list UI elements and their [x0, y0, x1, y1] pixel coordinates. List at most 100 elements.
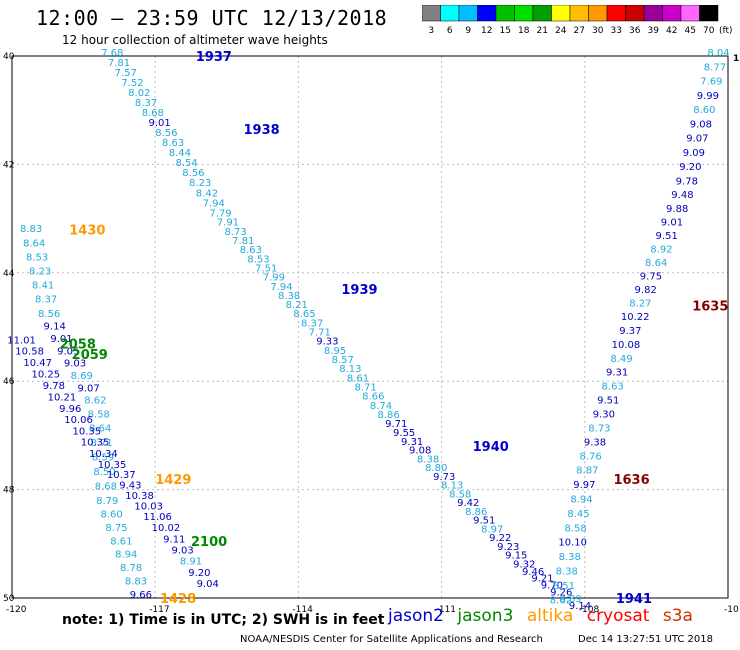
swh-value: 9.01	[148, 118, 170, 129]
page-subtitle: 12 hour collection of altimeter wave hei…	[62, 33, 328, 47]
swh-value: 8.61	[110, 536, 132, 547]
swh-value: 8.44	[169, 148, 191, 159]
swh-value: 9.22	[489, 533, 511, 544]
legend-swatch	[606, 5, 626, 22]
swh-value: 8.38	[559, 552, 581, 563]
swh-value: 10.38	[125, 491, 154, 502]
swh-value: 9.48	[671, 190, 693, 201]
swh-value: 8.13	[441, 481, 463, 492]
legend-swatch	[532, 5, 552, 22]
swh-value: 10.35	[73, 426, 102, 437]
swh-value: 10.22	[621, 312, 650, 323]
swh-value: 7.79	[209, 208, 231, 219]
swh-value: 8.59	[92, 453, 114, 464]
swh-value: 9.55	[393, 428, 415, 439]
swh-value: 8.45	[567, 509, 589, 520]
swh-value: 10.02	[152, 523, 181, 534]
y-tick-label: 44	[3, 269, 15, 279]
swh-value: 8.61	[347, 373, 369, 384]
swh-value: 9.21	[531, 574, 553, 585]
swh-value: 8.53	[247, 254, 269, 265]
swh-value: 9.05	[57, 346, 79, 357]
swh-value: 8.56	[155, 128, 177, 139]
swh-value: 8.37	[301, 318, 323, 329]
swh-value: 9.08	[409, 446, 431, 457]
swh-value: 8.64	[645, 258, 667, 269]
swh-value: 10.03	[134, 501, 163, 512]
swh-value: 9.07	[686, 134, 708, 145]
swh-value: 8.37	[35, 295, 57, 306]
legend-label: 15	[500, 26, 511, 36]
x-tick-label: -120	[6, 605, 27, 615]
footer-note: note: 1) Time is in UTC; 2) SWH is in fe…	[62, 612, 385, 628]
swh-value: 9.31	[401, 437, 423, 448]
swh-value: 7.71	[309, 328, 331, 339]
sat-altika-label: altika	[526, 606, 574, 626]
swh-value: 8.38	[417, 454, 439, 465]
legend-label: 21	[537, 26, 548, 36]
swh-value: 9.99	[697, 91, 719, 102]
swh-value: 8.58	[88, 409, 110, 420]
axis-labels: -120 -117 -114 -111 -108 -10 40 42 44 46 48 50 1	[3, 52, 739, 615]
swh-value: 10.58	[15, 347, 44, 358]
swh-value: 8.95	[324, 346, 346, 357]
swh-value: 8.02	[128, 88, 150, 99]
swh-value: 8.60	[693, 105, 715, 116]
swh-value: 8.66	[362, 392, 384, 403]
swh-value: 8.80	[425, 463, 447, 474]
swh-value: 8.91	[180, 557, 202, 568]
legend-swatch	[699, 5, 719, 22]
pass-label: 1635	[692, 299, 728, 314]
legend-label: 70	[703, 26, 715, 36]
legend-label: 42	[666, 26, 677, 36]
legend-swatch	[458, 5, 478, 22]
swh-value: 9.51	[656, 231, 678, 242]
legend-swatch	[514, 5, 534, 22]
swh-value: 10.35	[98, 460, 127, 471]
y-tick-label: 50	[3, 594, 15, 604]
legend-label: 6	[447, 26, 453, 36]
legend-swatch	[680, 5, 700, 22]
pass-label: 1939	[341, 283, 377, 298]
swh-value: 9.11	[163, 534, 185, 545]
swh-value: 8.60	[101, 509, 123, 520]
satellite-tracks: 19377.687.817.577.528.028.378.689.018.56…	[7, 48, 729, 612]
swh-value: 8.69	[71, 371, 93, 382]
swh-value: 8.23	[189, 178, 211, 189]
swh-value: 8.62	[84, 396, 106, 407]
pass-label: 1941	[616, 592, 652, 607]
swh-value: 8.04	[707, 48, 729, 59]
swh-value: 8.68	[142, 108, 164, 119]
swh-value: 8.64	[23, 238, 45, 249]
legend-label: 39	[648, 26, 660, 36]
y-tick-label: 46	[3, 377, 15, 387]
legend-swatch	[422, 5, 441, 22]
pass-label: 1636	[613, 473, 649, 488]
swh-value: 9.32	[513, 559, 535, 570]
pass-label: 1429	[155, 473, 191, 488]
pass-label: 2059	[72, 348, 108, 363]
swh-value: 8.42	[196, 188, 218, 199]
sat-s3a-label: s3a	[662, 606, 693, 626]
swh-value: 10.10	[558, 538, 587, 549]
swh-value: 9.70	[541, 581, 563, 592]
swh-value: 10.06	[64, 415, 93, 426]
swh-value: 9.75	[640, 272, 662, 283]
swh-value: 8.38	[556, 567, 578, 578]
swh-value: 10.08	[612, 340, 641, 351]
swh-value: 8.37	[135, 98, 157, 109]
swh-value: 9.88	[666, 204, 688, 215]
swh-value: 8.56	[38, 309, 60, 320]
swh-value: 9.14	[569, 601, 591, 612]
swh-value: 10.34	[89, 449, 118, 460]
swh-value: 9.31	[606, 368, 628, 379]
swh-value: 9.03	[64, 359, 86, 370]
swh-value: 8.75	[105, 523, 127, 534]
legend-swatch	[551, 5, 571, 22]
pass-label: 2058	[60, 337, 96, 352]
swh-value: 9.78	[676, 176, 698, 187]
swh-value: 8.41	[32, 281, 54, 292]
swh-value: 8.68	[95, 481, 117, 492]
pass-label: 1938	[244, 123, 280, 138]
